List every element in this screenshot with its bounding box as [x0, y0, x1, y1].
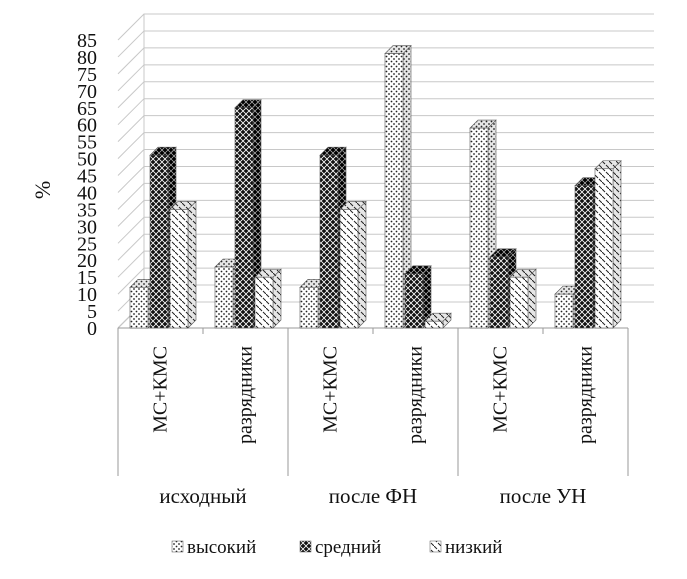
legend-swatch-низкий [429, 540, 442, 553]
bar-front [574, 185, 594, 329]
category-label: разрядники [405, 346, 427, 444]
bar-низкий [594, 160, 622, 329]
legend-swatch-высокий [171, 540, 184, 553]
y-tick-label: 65 [77, 98, 97, 120]
bar-front [214, 266, 234, 329]
group-label: после ФН [329, 484, 417, 508]
y-tick-label: 45 [77, 166, 97, 188]
y-tick-label: 85 [77, 30, 97, 52]
category-label: МС+КМС [490, 346, 512, 433]
category-label: разрядники [575, 346, 597, 444]
category-label: МС+КМС [320, 346, 342, 433]
y-tick-label: 20 [77, 250, 97, 272]
legend-label: средний [315, 537, 381, 558]
y-tick-label: 30 [77, 216, 97, 238]
bar-front [554, 293, 574, 329]
bar-front [469, 127, 489, 329]
bar-средний [234, 99, 262, 329]
bar-низкий [169, 200, 197, 329]
y-tick-label: 80 [77, 47, 97, 69]
gridline [117, 81, 654, 109]
bar-side [187, 200, 197, 329]
bar-front [169, 209, 189, 329]
gridline [117, 47, 654, 75]
y-tick-label: 15 [77, 267, 97, 289]
legend: высокий средний низкий [171, 537, 502, 558]
y-tick-label: 70 [77, 81, 97, 103]
y-tick-label: 75 [77, 64, 97, 86]
bar-front [339, 209, 359, 329]
y-tick-label: 55 [77, 132, 97, 154]
y-tick-label: 40 [77, 182, 97, 204]
category-label: МС+КМС [150, 346, 172, 433]
category-labels: МС+КМС разрядники МС+КМС разрядники МС+КМС ра… [150, 346, 597, 444]
bar-высокий [384, 44, 412, 329]
bar-front [384, 53, 404, 329]
bar-front [594, 168, 614, 329]
y-tick-label: 60 [77, 115, 97, 137]
gridline [117, 13, 654, 41]
bar-front [149, 154, 169, 329]
bar-front [509, 276, 529, 329]
bar-front [299, 287, 319, 329]
category-label: разрядники [235, 346, 257, 444]
bar-side [612, 160, 622, 329]
bars [129, 44, 622, 329]
y-tick-label: 5 [87, 301, 97, 323]
y-tick-label: 50 [77, 149, 97, 171]
legend-swatch-средний [299, 540, 312, 553]
bar-front [129, 287, 149, 329]
legend-label: низкий [445, 537, 502, 558]
group-label: исходный [159, 484, 246, 508]
y-tick-label: 0 [87, 318, 97, 340]
y-axis-label: % [30, 181, 55, 199]
bar-front [319, 154, 339, 329]
bar-низкий [509, 268, 537, 329]
group-label: после УН [500, 484, 587, 508]
legend-label: высокий [187, 537, 256, 558]
bar-front [424, 320, 444, 329]
bar-side [272, 268, 282, 329]
bar-side [527, 268, 537, 329]
y-tick-label: 25 [77, 233, 97, 255]
bar-front [404, 273, 424, 329]
gridline [117, 64, 654, 92]
group-labels: исходный после ФН после УН [117, 328, 629, 508]
bar-front [489, 256, 509, 329]
bar-низкий [254, 268, 282, 329]
bar-front [254, 276, 274, 329]
gridline [117, 30, 654, 58]
bar-низкий [424, 312, 452, 329]
y-tick-label: 10 [77, 284, 97, 306]
bar-средний [404, 265, 432, 329]
y-tick-label: 35 [77, 199, 97, 221]
bar-side [357, 200, 367, 329]
gridline [117, 115, 654, 143]
bar-низкий [339, 200, 367, 329]
gridline [117, 98, 654, 126]
bar-front [234, 107, 254, 329]
